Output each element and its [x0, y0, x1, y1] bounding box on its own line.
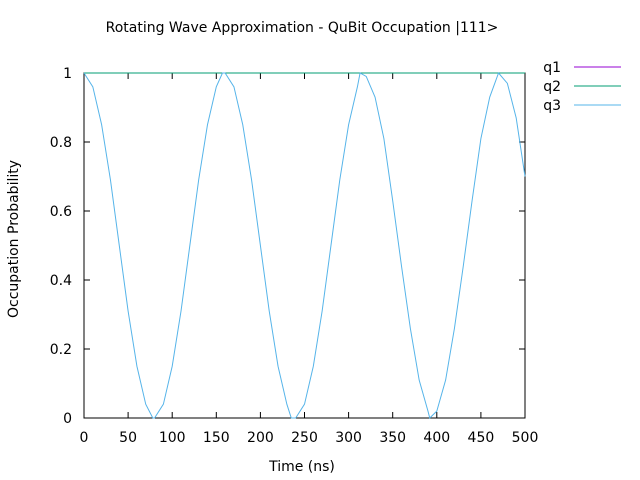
- x-tick-label: 400: [423, 430, 450, 446]
- x-tick-label: 350: [379, 430, 406, 446]
- y-tick-label: 0.8: [50, 135, 72, 151]
- x-tick-label: 0: [80, 430, 89, 446]
- y-axis-label: Occupation Probability: [6, 160, 22, 318]
- x-tick-label: 200: [247, 430, 274, 446]
- y-tick-label: 0.6: [50, 204, 72, 220]
- x-tick-label: 500: [512, 430, 539, 446]
- chart-title: Rotating Wave Approximation - QuBit Occu…: [106, 20, 499, 36]
- legend-label-q1: q1: [543, 60, 561, 76]
- y-tick-label: 0.4: [50, 273, 72, 289]
- plot-frame: [83, 72, 526, 419]
- y-tick-label: 1: [63, 66, 72, 82]
- x-axis-label: Time (ns): [268, 459, 335, 475]
- x-tick-label: 450: [468, 430, 495, 446]
- y-tick-label: 0: [63, 411, 72, 427]
- x-tick-label: 100: [159, 430, 186, 446]
- legend-label-q3: q3: [543, 98, 561, 114]
- plot-area: 0 50 100 150 200 250 300 350 400 450 500 0 0.2 0.4 0.6…: [50, 66, 539, 446]
- legend-label-q2: q2: [543, 79, 561, 95]
- x-tick-label: 50: [119, 430, 137, 446]
- legend: q1 q2 q3: [543, 60, 621, 114]
- series-line-q3: [83, 72, 526, 419]
- y-tick-label: 0.2: [50, 342, 72, 358]
- x-tick-label: 250: [291, 430, 318, 446]
- x-tick-label: 150: [203, 430, 230, 446]
- x-tick-label: 300: [335, 430, 362, 446]
